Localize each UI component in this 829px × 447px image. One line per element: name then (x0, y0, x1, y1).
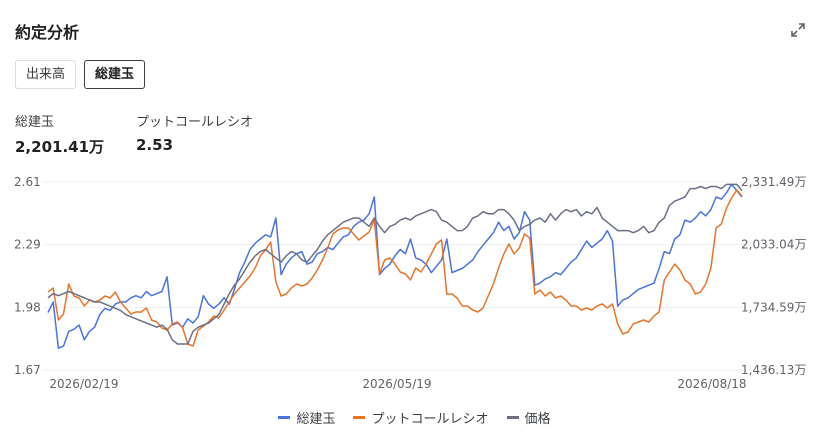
stat-put-call-ratio: プットコールレシオ 2.53 (136, 111, 253, 154)
legend-swatch (506, 416, 519, 419)
legend-label: プットコールレシオ (371, 412, 489, 427)
x-axis-tick-label: 2026/08/18 (677, 377, 746, 391)
stat-value: 2,201.41万 (15, 138, 105, 156)
left-axis-tick-label: 2.29 (14, 238, 41, 252)
legend-item-price[interactable]: 価格 (506, 408, 551, 427)
legend: 総建玉 プットコールレシオ 価格 (0, 408, 829, 427)
legend-label: 総建玉 (296, 412, 336, 427)
legend-swatch (353, 416, 366, 419)
x-axis-tick-label: 2026/05/19 (362, 377, 431, 391)
series-line-0 (47, 183, 743, 349)
stat-label: プットコールレシオ (136, 115, 254, 130)
x-axis-tick-label: 2026/02/19 (49, 377, 118, 391)
right-axis-tick-label: 1,734.59万 (741, 300, 806, 314)
line-chart: 2.61 2,331.49万 2.29 2,033.04万 1.98 1,734.59万 1… (14, 175, 806, 391)
series-line-1 (47, 189, 743, 347)
stat-value: 2.53 (136, 136, 174, 154)
series-line-2 (47, 183, 743, 345)
legend-item-open-interest[interactable]: 総建玉 (278, 408, 335, 427)
left-axis-tick-label: 1.67 (14, 363, 41, 377)
stat-label: 総建玉 (15, 115, 55, 130)
legend-item-put-call-ratio[interactable]: プットコールレシオ (353, 408, 489, 427)
left-axis-tick-label: 2.61 (14, 175, 41, 189)
right-axis-tick-label: 2,033.04万 (741, 238, 806, 252)
expand-icon[interactable] (788, 20, 808, 40)
tab-open-interest[interactable]: 総建玉 (84, 60, 146, 89)
right-axis-tick-label: 2,331.49万 (741, 175, 806, 189)
tab-volume[interactable]: 出来高 (15, 60, 77, 89)
page-title: 約定分析 (15, 23, 80, 42)
legend-swatch (278, 416, 291, 419)
stat-open-interest: 総建玉 2,201.41万 (15, 111, 104, 157)
tab-bar: 出来高 総建玉 (15, 60, 146, 89)
legend-label: 価格 (524, 412, 551, 427)
left-axis-tick-label: 1.98 (14, 300, 41, 314)
right-axis-tick-label: 1,436.13万 (741, 363, 806, 377)
